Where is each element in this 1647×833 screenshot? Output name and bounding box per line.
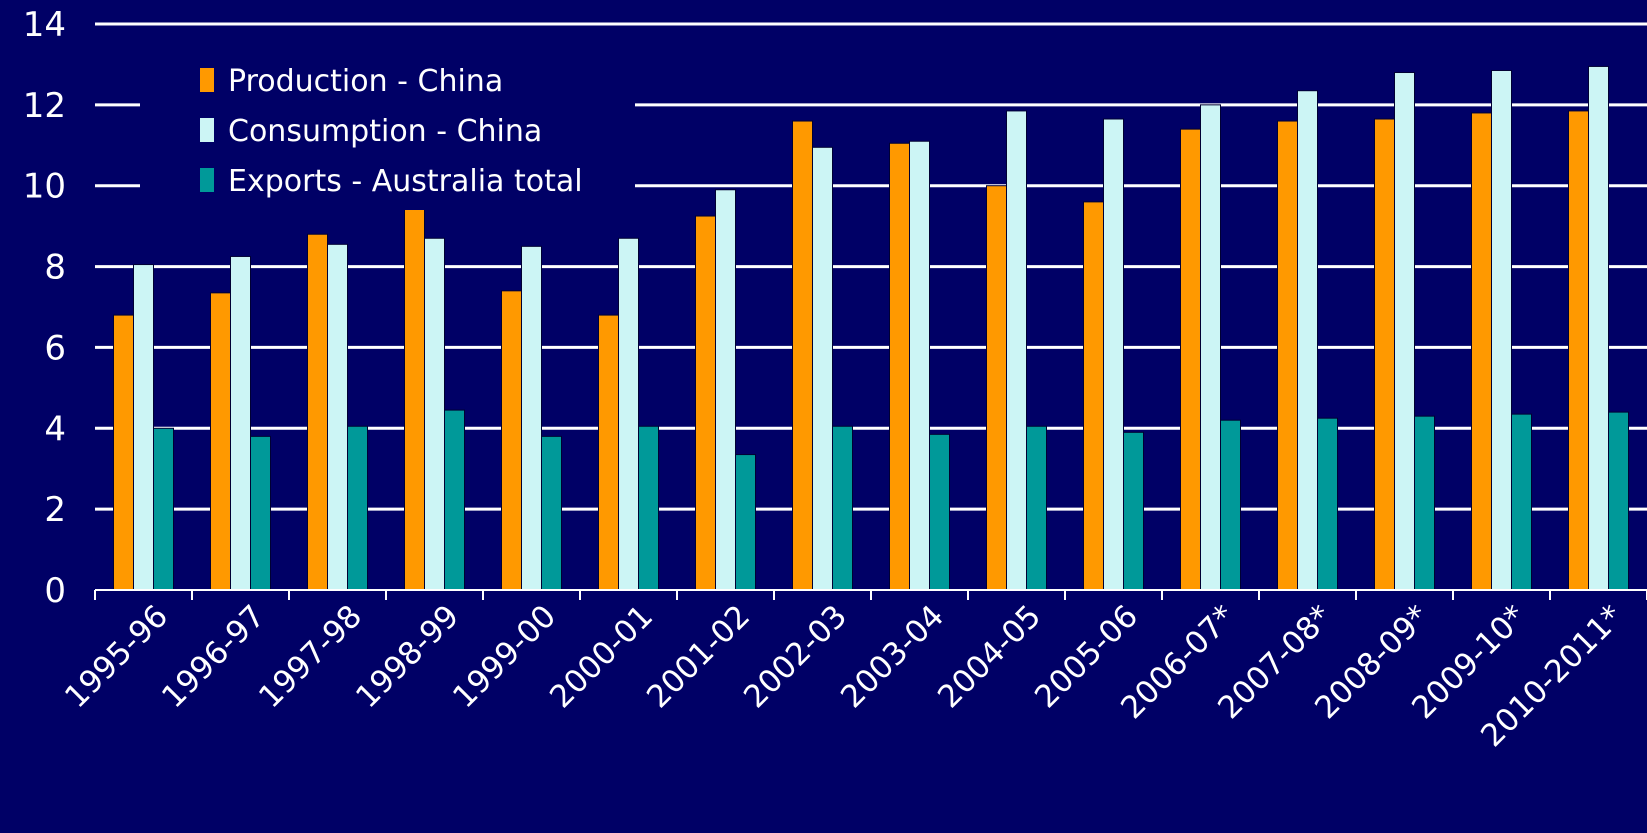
bar-production-2008-09*	[1374, 118, 1395, 591]
bar-exports-2005-06	[1123, 431, 1144, 591]
y-tick-label-2: 2	[44, 490, 66, 530]
bar-consumption-2008-09*	[1394, 72, 1415, 591]
legend: Production - China Consumption - China E…	[140, 50, 635, 210]
bar-consumption-1999-00	[521, 245, 542, 591]
bar-consumption-2009-10*	[1491, 69, 1512, 591]
bar-exports-2000-01	[638, 425, 659, 591]
bar-exports-2004-05	[1026, 425, 1047, 591]
y-tick-label-10: 10	[23, 167, 66, 207]
legend-swatch-production	[200, 68, 214, 92]
bar-exports-2002-03	[832, 425, 853, 591]
bar-production-2005-06	[1083, 201, 1104, 591]
y-tick-labels: 0 2 4 6 8 10 12 14	[23, 5, 66, 611]
bar-consumption-2002-03	[812, 146, 833, 591]
legend-swatch-consumption	[200, 118, 214, 142]
bar-production-2002-03	[792, 120, 813, 591]
bar-consumption-2010-2011*	[1588, 65, 1609, 591]
bars	[113, 65, 1629, 591]
axes	[94, 589, 1647, 600]
legend-background	[140, 50, 635, 210]
bar-exports-1998-99	[444, 409, 465, 591]
bar-exports-2008-09*	[1414, 415, 1435, 591]
bar-production-2004-05	[986, 185, 1007, 591]
y-tick-label-12: 12	[23, 86, 66, 126]
y-tick-label-4: 4	[44, 409, 66, 449]
bar-production-2003-04	[889, 142, 910, 591]
legend-swatch-exports	[200, 168, 214, 192]
bar-exports-2001-02	[735, 454, 756, 591]
bar-consumption-2001-02	[715, 189, 736, 591]
bar-production-1998-99	[404, 195, 425, 591]
bar-consumption-2004-05	[1006, 110, 1027, 591]
bar-production-2007-08*	[1277, 120, 1298, 591]
bar-consumption-2005-06	[1103, 118, 1124, 591]
bar-production-2000-01	[598, 314, 619, 591]
bar-consumption-2006-07*	[1200, 104, 1221, 591]
bar-consumption-1997-98	[327, 243, 348, 591]
legend-label-consumption: Consumption - China	[228, 114, 542, 149]
bar-exports-1999-00	[541, 435, 562, 591]
bar-production-2010-2011*	[1568, 110, 1589, 591]
bar-production-1996-97	[210, 292, 231, 591]
bar-production-2006-07*	[1180, 128, 1201, 591]
bar-production-1999-00	[501, 290, 522, 591]
bar-exports-1995-96	[153, 427, 174, 591]
bar-consumption-1998-99	[424, 237, 445, 591]
bar-exports-2007-08*	[1317, 417, 1338, 591]
bar-consumption-2007-08*	[1297, 90, 1318, 591]
bar-consumption-2000-01	[618, 237, 639, 591]
bar-production-1997-98	[307, 233, 328, 591]
bar-exports-1997-98	[347, 425, 368, 591]
y-tick-label-0: 0	[44, 571, 66, 611]
legend-label-production: Production - China	[228, 64, 503, 99]
bar-production-1995-96	[113, 314, 134, 591]
bar-exports-2003-04	[929, 433, 950, 591]
bar-production-2009-10*	[1471, 112, 1492, 591]
bar-consumption-1996-97	[230, 255, 251, 591]
y-tick-label-8: 8	[44, 248, 66, 288]
bar-consumption-2003-04	[909, 140, 930, 591]
legend-label-exports: Exports - Australia total	[228, 164, 583, 199]
bar-exports-2009-10*	[1511, 413, 1532, 591]
bar-production-2001-02	[695, 215, 716, 591]
y-tick-label-6: 6	[44, 328, 66, 368]
bar-exports-2010-2011*	[1608, 411, 1629, 591]
y-tick-label-14: 14	[23, 5, 66, 45]
bar-exports-2006-07*	[1220, 419, 1241, 591]
bar-exports-1996-97	[250, 435, 271, 591]
bar-consumption-1995-96	[133, 264, 154, 591]
